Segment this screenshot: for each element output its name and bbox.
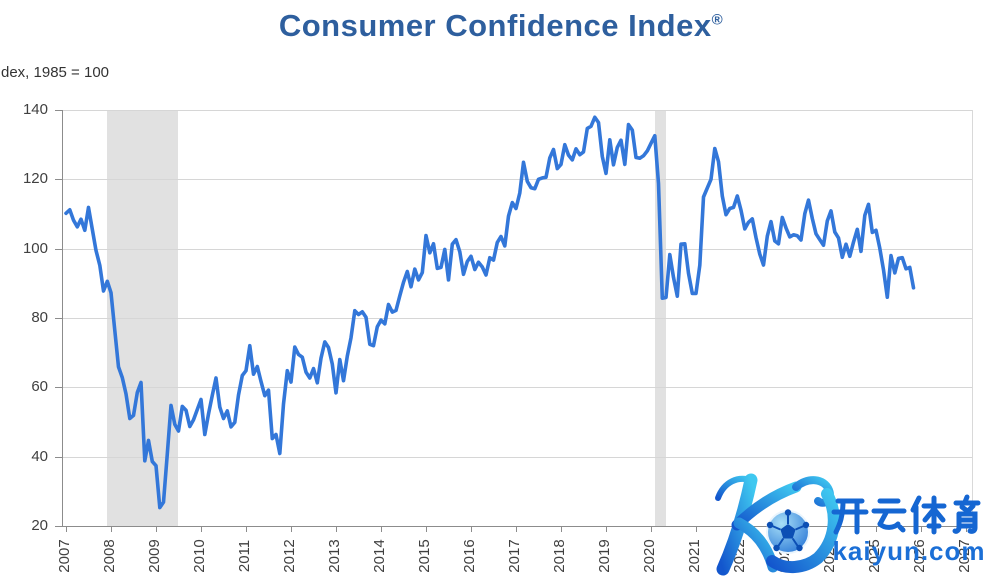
x-tick-mark xyxy=(381,527,382,532)
y-axis-tick-label: 60 xyxy=(31,378,48,396)
y-axis-note: dex, 1985 = 100 xyxy=(1,64,110,81)
y-tick-mark xyxy=(55,318,62,319)
x-axis-tick-label: 2026 xyxy=(911,539,928,573)
confidence-line xyxy=(64,115,916,510)
x-axis-tick-label: 2007 xyxy=(56,539,73,573)
x-axis-tick-label: 2020 xyxy=(641,539,658,573)
x-tick-mark xyxy=(741,527,742,532)
x-tick-mark xyxy=(426,527,427,532)
y-axis-tick-label: 140 xyxy=(22,101,48,118)
gridline-140 xyxy=(63,110,972,111)
x-tick-mark xyxy=(786,527,787,532)
x-axis-tick-label: 2009 xyxy=(146,539,163,573)
chart-title: Consumer Confidence Index® xyxy=(0,8,1002,44)
x-axis-tick-label: 2019 xyxy=(596,539,613,573)
x-tick-mark xyxy=(246,527,247,532)
x-tick-mark xyxy=(201,527,202,532)
gridline-80 xyxy=(63,318,972,319)
gridline-40 xyxy=(63,457,972,458)
x-tick-mark xyxy=(966,527,967,532)
x-tick-mark xyxy=(921,527,922,532)
x-tick-mark xyxy=(471,527,472,532)
y-tick-mark xyxy=(55,457,62,458)
y-axis-tick-label: 80 xyxy=(31,309,48,326)
x-tick-mark xyxy=(516,527,517,532)
x-tick-mark xyxy=(696,527,697,532)
gridline-120 xyxy=(63,179,972,180)
x-tick-mark xyxy=(651,527,652,532)
y-axis-tick-label: 120 xyxy=(22,170,48,188)
y-tick-mark xyxy=(55,179,62,180)
y-tick-mark xyxy=(55,526,62,527)
x-tick-mark xyxy=(606,527,607,532)
x-tick-mark xyxy=(336,527,337,532)
x-axis-tick-label: 2010 xyxy=(191,539,208,573)
y-axis-tick-label: 100 xyxy=(22,239,48,257)
x-tick-mark xyxy=(561,527,562,532)
x-axis-tick-label: 2022 xyxy=(731,539,748,573)
x-axis-tick-label: 2025 xyxy=(866,539,883,573)
chart-title-text: Consumer Confidence Index xyxy=(278,8,712,43)
x-tick-mark xyxy=(156,527,157,532)
x-tick-mark xyxy=(831,527,832,532)
x-tick-mark xyxy=(111,527,112,532)
x-axis-tick-label: 2016 xyxy=(461,539,478,573)
gridline-100 xyxy=(63,249,972,250)
x-axis-tick-label: 2013 xyxy=(326,539,343,573)
x-axis-tick-label: 2015 xyxy=(416,539,433,573)
x-axis-tick-label: 2024 xyxy=(821,539,838,573)
y-tick-mark xyxy=(55,110,62,111)
x-axis-tick-label: 2012 xyxy=(281,539,298,573)
x-axis-tick-label: 2027 xyxy=(956,539,973,573)
plot-area xyxy=(55,110,973,532)
x-axis-tick-label: 2017 xyxy=(506,539,523,573)
y-tick-mark xyxy=(55,249,62,250)
x-axis-tick-label: 2011 xyxy=(236,539,253,573)
y-tick-mark xyxy=(55,387,62,388)
x-axis-tick-label: 2014 xyxy=(371,539,388,573)
x-tick-mark xyxy=(876,527,877,532)
x-axis-tick-label: 2021 xyxy=(686,539,703,573)
y-axis-tick-label: 40 xyxy=(31,447,48,465)
x-tick-mark xyxy=(291,527,292,532)
confidence-line-svg xyxy=(64,115,916,510)
x-axis-tick-label: 2023 xyxy=(776,539,793,573)
gridline-60 xyxy=(63,387,972,388)
registered-mark: ® xyxy=(711,11,724,29)
y-axis-tick-label: 20 xyxy=(31,517,48,534)
x-axis-tick-label: 2018 xyxy=(551,539,568,573)
x-axis-tick-label: 2008 xyxy=(101,539,118,573)
x-tick-mark xyxy=(66,527,67,532)
